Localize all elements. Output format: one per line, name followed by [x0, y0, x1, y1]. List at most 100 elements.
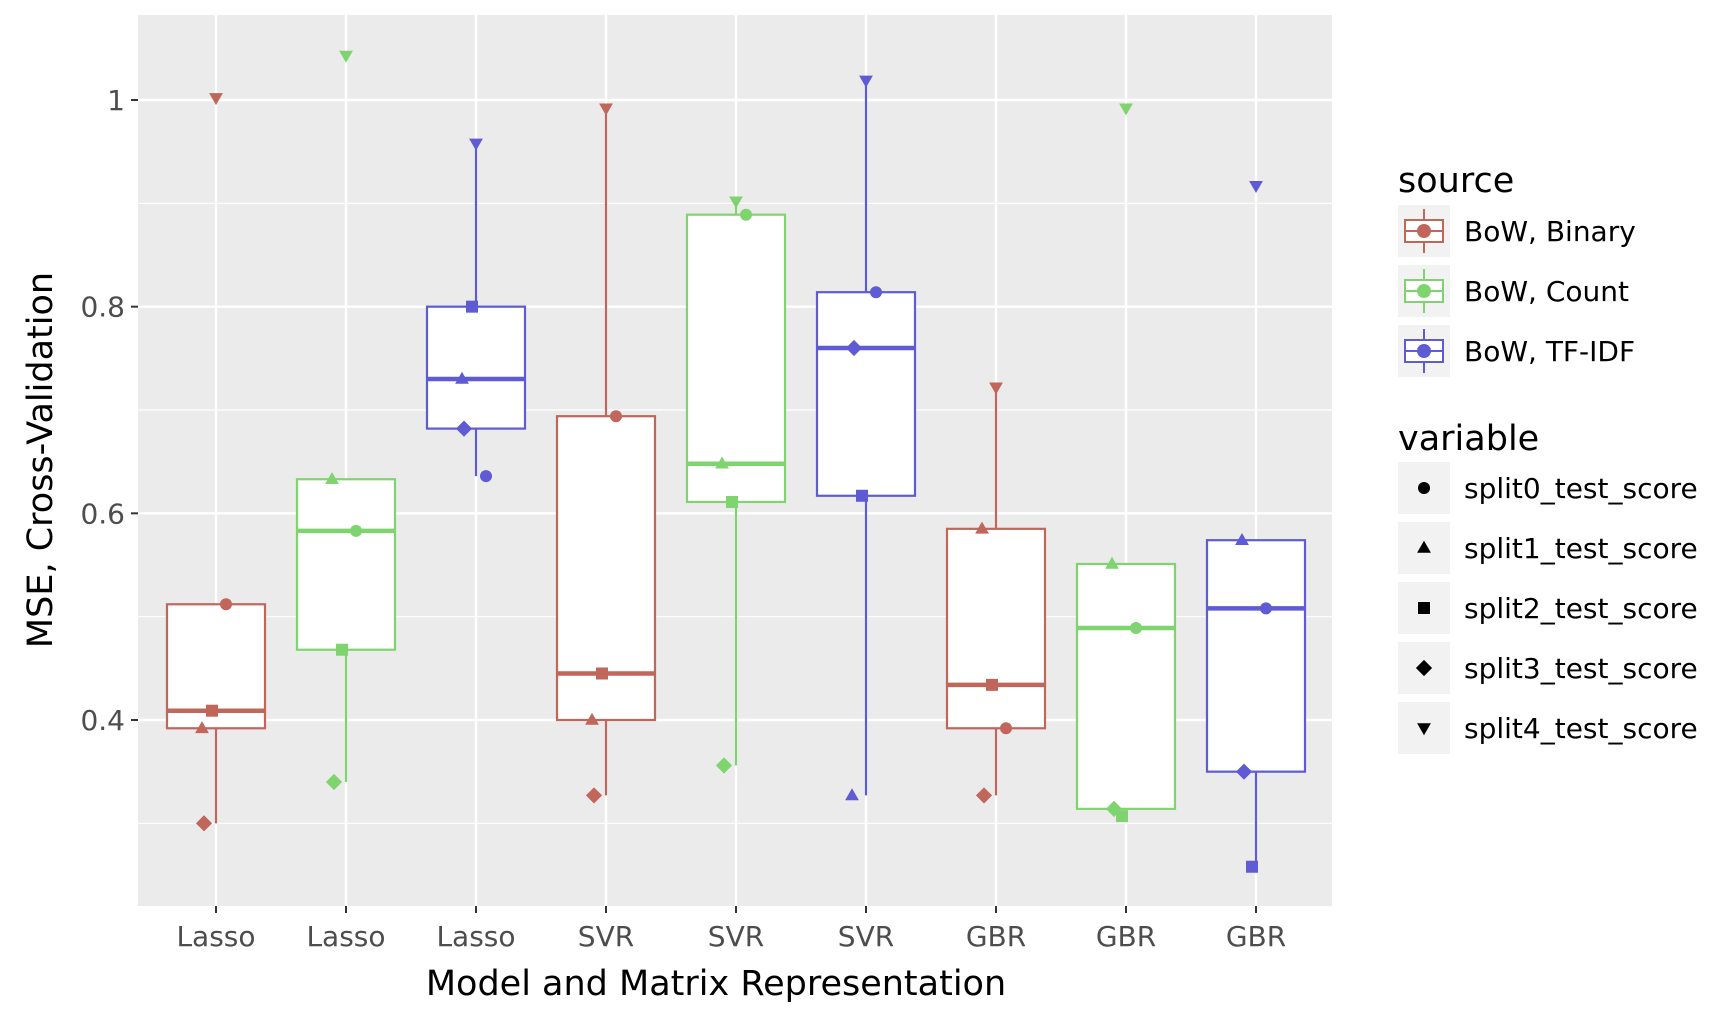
- box-2: [295, 478, 397, 782]
- data-point-split3-test-score: [585, 787, 603, 804]
- data-point-split0-test-score: [740, 208, 752, 221]
- legend-item-source-3: BoW, TF-IDF: [1398, 325, 1635, 377]
- data-point-split4-test-score: [989, 382, 1003, 395]
- data-point-split2-test-score: [726, 495, 738, 508]
- data-point-split2-test-score: [336, 643, 348, 656]
- data-point-split2-test-score: [596, 667, 608, 680]
- data-point-split0-test-score: [480, 470, 492, 483]
- legend-shape-diamond: [1415, 659, 1433, 677]
- legend-shape-triangle-up: [1417, 540, 1431, 553]
- box-iqr: [815, 291, 917, 497]
- box-iqr: [945, 527, 1047, 730]
- box-9: [1205, 539, 1307, 867]
- data-point-split4-test-score: [469, 138, 483, 151]
- data-point-split3-test-score: [195, 815, 213, 832]
- data-point-split1-test-score: [975, 521, 989, 534]
- data-point-split0-test-score: [870, 286, 882, 299]
- legend-title-source: source: [1398, 161, 1514, 201]
- data-point-split2-test-score: [1116, 810, 1128, 823]
- legend-item-variable-2: split1_test_score: [1398, 522, 1698, 574]
- data-point-split3-test-score: [1105, 800, 1123, 817]
- legend-shape-square: [1418, 602, 1430, 614]
- x-tick-label: Lasso: [176, 920, 255, 953]
- data-point-split4-test-score: [599, 103, 613, 116]
- legend-key-point: [1417, 284, 1431, 298]
- data-point-split1-test-score: [455, 371, 469, 384]
- x-tick-label: Lasso: [436, 920, 515, 953]
- y-axis-title: MSE, Cross-Validation: [21, 272, 61, 648]
- legend-key-point: [1417, 344, 1431, 358]
- legend-label-variable: split1_test_score: [1464, 532, 1698, 565]
- data-point-split1-test-score: [585, 712, 599, 725]
- box-iqr: [685, 213, 787, 504]
- x-tick-label: GBR: [966, 920, 1026, 953]
- legend-item-variable-4: split3_test_score: [1398, 642, 1698, 694]
- data-point-split4-test-score: [1249, 180, 1263, 193]
- x-tick-label: SVR: [708, 920, 764, 953]
- data-point-split1-test-score: [845, 788, 859, 801]
- x-tick-label: GBR: [1226, 920, 1286, 953]
- legend-label-source: BoW, TF-IDF: [1464, 335, 1635, 368]
- data-point-split0-test-score: [1000, 722, 1012, 735]
- legend-item-variable-1: split0_test_score: [1398, 462, 1698, 514]
- data-point-split0-test-score: [1260, 602, 1272, 615]
- box-7: [945, 387, 1047, 796]
- y-tick-label: 0.6: [80, 497, 125, 530]
- data-point-split3-test-score: [455, 420, 473, 437]
- data-point-split3-test-score: [845, 339, 863, 357]
- legend-shape-circle: [1418, 482, 1430, 494]
- y-tick-label: 0.8: [80, 291, 125, 324]
- data-point-split1-test-score: [325, 472, 339, 485]
- legend-label-variable: split4_test_score: [1464, 712, 1698, 745]
- data-point-split0-test-score: [220, 598, 232, 611]
- legend-item-source-1: BoW, Binary: [1398, 205, 1636, 257]
- data-point-split4-test-score: [729, 196, 743, 209]
- legend-shape-triangle-down: [1417, 723, 1431, 736]
- box-3: [425, 143, 527, 477]
- data-point-split2-test-score: [466, 300, 478, 313]
- legend-label-variable: split0_test_score: [1464, 472, 1698, 505]
- box-iqr: [1075, 562, 1177, 810]
- data-point-split0-test-score: [350, 524, 362, 537]
- legend-key-point: [1417, 224, 1431, 238]
- x-tick-label: Lasso: [306, 920, 385, 953]
- data-point-split1-test-score: [715, 456, 729, 469]
- legend-label-variable: split2_test_score: [1464, 592, 1698, 625]
- y-tick-label: 0.4: [80, 704, 125, 737]
- data-point-split4-test-score: [859, 75, 873, 88]
- box-8: [1075, 562, 1177, 810]
- legend-item-variable-5: split4_test_score: [1398, 702, 1698, 754]
- data-point-split4-test-score: [1119, 103, 1133, 116]
- box-iqr: [425, 305, 527, 430]
- axis-layer: 0.4 0.6 0.8 1 Lasso Lasso Lasso SVR SVR SVR GBR GBR…: [80, 84, 1286, 953]
- legend-label-source: BoW, Count: [1464, 275, 1629, 308]
- legend-label-variable: split3_test_score: [1464, 652, 1698, 685]
- box-iqr: [295, 478, 397, 651]
- data-point-split3-test-score: [325, 773, 343, 791]
- data-point-split1-test-score: [1105, 556, 1119, 569]
- data-point-split4-test-score: [209, 93, 223, 106]
- data-point-split1-test-score: [1235, 533, 1249, 545]
- box-5: [685, 201, 787, 766]
- y-tick-label: 1: [107, 84, 125, 117]
- point-layer: [195, 50, 1272, 873]
- legend-item-variable-3: split2_test_score: [1398, 582, 1698, 634]
- data-point-split3-test-score: [715, 757, 733, 774]
- data-point-split0-test-score: [610, 410, 622, 423]
- box-6: [815, 80, 917, 796]
- data-point-split4-test-score: [339, 50, 353, 63]
- data-point-split3-test-score: [1235, 763, 1253, 780]
- data-point-split1-test-score: [195, 721, 209, 734]
- legend-item-source-2: BoW, Count: [1398, 265, 1629, 317]
- data-point-split2-test-score: [986, 678, 998, 691]
- x-axis-title: Model and Matrix Representation: [426, 964, 1006, 1004]
- data-point-split3-test-score: [975, 787, 993, 804]
- legend: source variable BoW, Binary BoW, Count BoW…: [1398, 161, 1698, 754]
- box-iqr: [1205, 539, 1307, 773]
- legend-label-source: BoW, Binary: [1464, 215, 1636, 248]
- data-point-split2-test-score: [856, 489, 868, 502]
- legend-title-variable: variable: [1398, 419, 1539, 459]
- data-point-split2-test-score: [206, 704, 218, 717]
